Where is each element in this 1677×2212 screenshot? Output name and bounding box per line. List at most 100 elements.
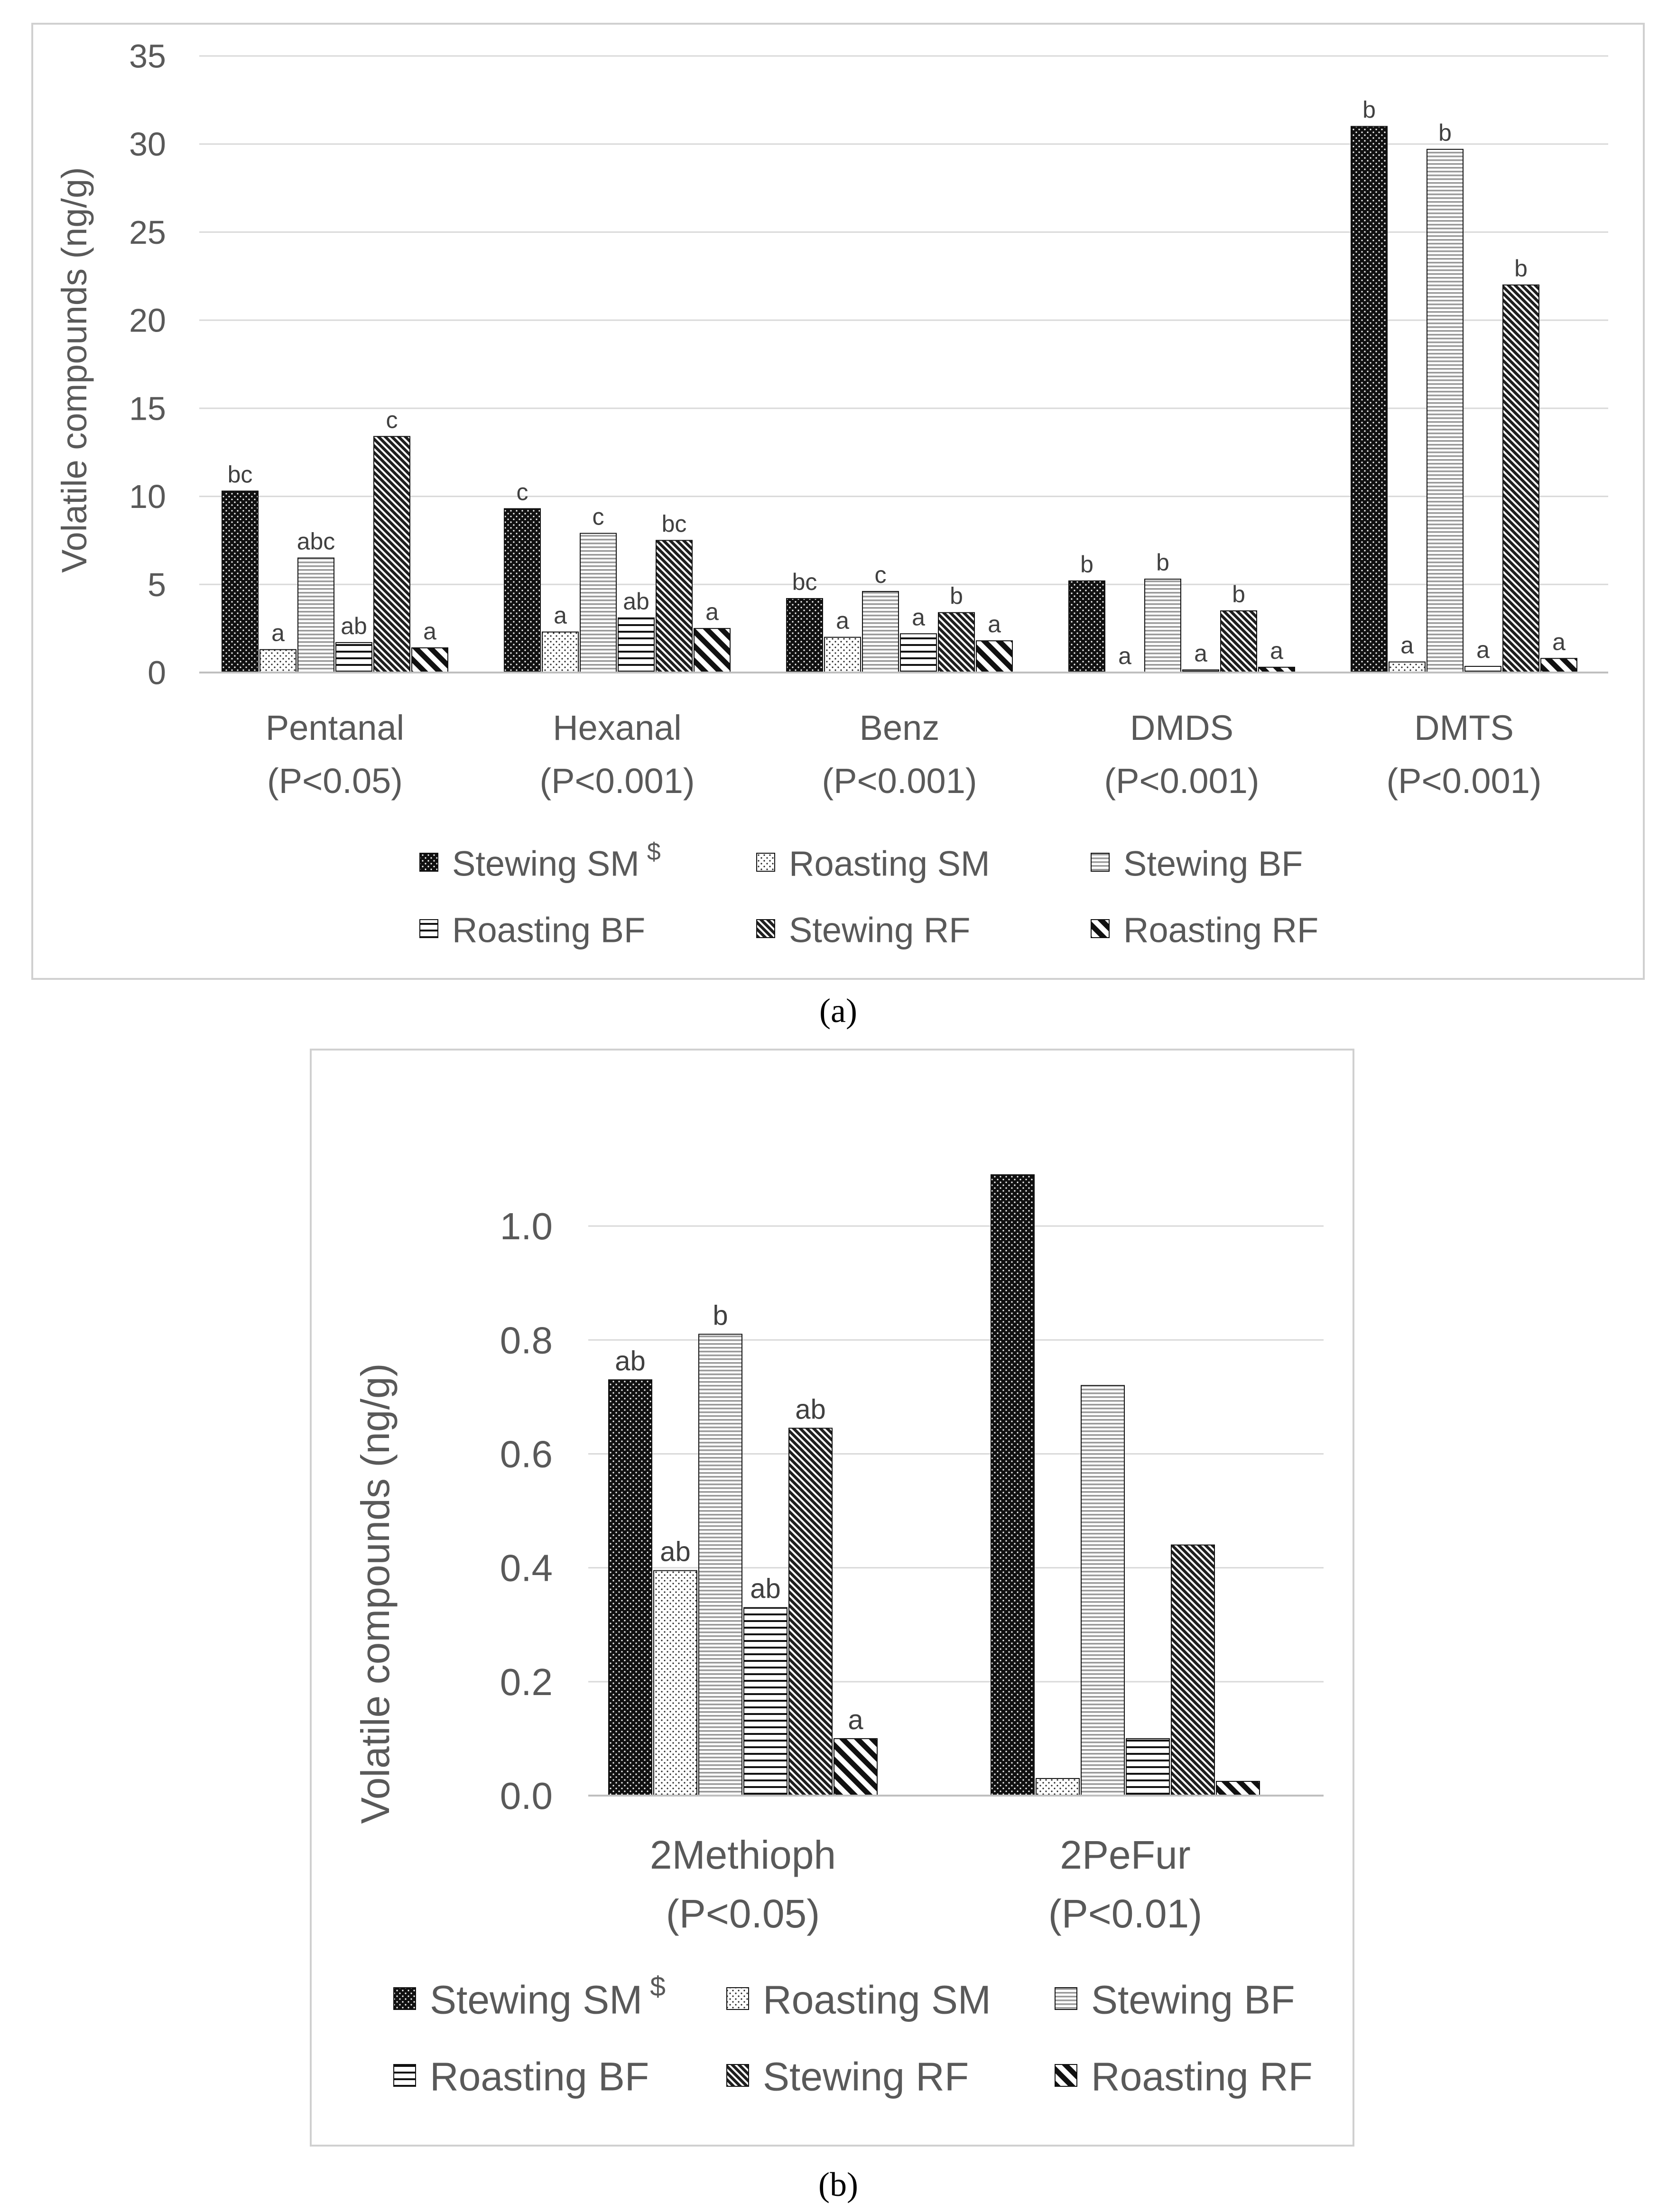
- bar-dmts-stewing-sm: [1351, 126, 1388, 673]
- significance-letter: b: [713, 1300, 728, 1331]
- significance-letter: a: [1270, 637, 1283, 664]
- significance-letter: a: [848, 1705, 863, 1735]
- significance-letter: bc: [662, 510, 687, 537]
- y-tick-label: 35: [129, 38, 166, 75]
- legend-entry-stewing-bf: Stewing BF: [1091, 844, 1303, 883]
- significance-letter: a: [554, 602, 567, 629]
- legend-entry-stewing-rf: Stewing RF: [756, 910, 970, 949]
- panel-a-bars: [222, 126, 1577, 673]
- bar-2pefur-stewing-bf: [1081, 1385, 1125, 1796]
- significance-letter: ab: [750, 1574, 781, 1604]
- bar-2pefur-stewing-sm: [991, 1174, 1035, 1796]
- significance-letter: ab: [795, 1394, 826, 1425]
- legend-entry-stewing-rf: Stewing RF: [726, 2055, 969, 2099]
- bar-dmds-stewing-bf: [1144, 579, 1181, 673]
- category-label: DMTS: [1414, 708, 1514, 747]
- category-label: 2Methioph: [650, 1833, 836, 1877]
- panel-b-bars: [608, 1174, 1260, 1797]
- bar-2methioph-roasting-sm: [653, 1570, 697, 1796]
- bar-2pefur-roasting-sm: [1036, 1778, 1080, 1796]
- legend-swatch: [1091, 853, 1110, 872]
- significance-letter: a: [836, 608, 849, 634]
- bar-hexanal-roasting-rf: [694, 628, 731, 673]
- significance-letter: a: [1118, 643, 1131, 669]
- legend-marker: $: [650, 1971, 666, 2002]
- significance-letter: c: [875, 562, 887, 588]
- legend-entry-stewing-sm: Stewing SM $: [419, 838, 661, 883]
- significance-letter: a: [912, 604, 925, 630]
- bar-dmds-stewing-sm: [1068, 580, 1105, 673]
- legend-label: Stewing BF: [1123, 844, 1303, 883]
- y-tick-label: 0.6: [500, 1433, 553, 1475]
- panel-a-caption: (a): [819, 992, 857, 1030]
- category-p-value: (P<0.001): [1386, 761, 1541, 801]
- legend-label: Roasting SM: [789, 844, 990, 883]
- significance-letter: c: [593, 504, 604, 530]
- legend-label: Stewing RF: [763, 2055, 969, 2099]
- bar-benz-roasting-sm: [824, 636, 861, 673]
- bar-dmds-stewing-rf: [1220, 610, 1257, 673]
- significance-letter: b: [1080, 551, 1093, 578]
- legend-entry-stewing-bf: Stewing BF: [1055, 1978, 1295, 2022]
- bar-dmts-roasting-rf: [1540, 658, 1577, 673]
- bar-benz-stewing-sm: [786, 598, 823, 673]
- y-tick-label: 20: [129, 302, 166, 339]
- category-p-value: (P<0.001): [539, 761, 695, 801]
- legend-swatch: [1055, 1987, 1077, 2010]
- legend-swatch: [1055, 2064, 1077, 2087]
- bar-hexanal-roasting-sm: [542, 631, 579, 673]
- panel-a-border: [31, 23, 1645, 980]
- legend-label: Roasting SM: [763, 1978, 991, 2022]
- y-tick-label: 25: [129, 214, 166, 251]
- legend-label: Roasting RF: [1123, 910, 1318, 949]
- legend-label: Stewing SM $: [430, 1971, 666, 2022]
- legend-label: Stewing SM $: [452, 838, 661, 883]
- significance-letter: ab: [660, 1537, 691, 1567]
- legend-label: Roasting RF: [1091, 2055, 1313, 2099]
- significance-letter: ab: [341, 613, 367, 639]
- legend-swatch: [726, 1987, 749, 2010]
- panel-b-y-ticks: 0.0 0.2 0.4 0.6 0.8 1.0: [500, 1205, 553, 1817]
- significance-letter: c: [517, 479, 528, 506]
- category-p-value: (P<0.05): [666, 1891, 820, 1936]
- significance-letter: a: [1194, 640, 1207, 666]
- bar-pentanal-roasting-sm: [259, 649, 296, 673]
- bar-2methioph-stewing-sm: [608, 1379, 652, 1797]
- legend-swatch: [1091, 919, 1110, 938]
- category-label: Hexanal: [553, 708, 682, 747]
- bar-pentanal-stewing-rf: [373, 436, 410, 673]
- significance-letter: c: [386, 406, 398, 433]
- category-p-value: (P<0.01): [1048, 1891, 1203, 1936]
- bar-hexanal-stewing-bf: [580, 533, 617, 673]
- significance-letter: a: [271, 620, 285, 646]
- panel-b-category-labels: 2Methioph (P<0.05) 2PeFur (P<0.01): [650, 1833, 1202, 1936]
- bar-hexanal-stewing-rf: [656, 540, 693, 673]
- bar-2methioph-roasting-rf: [834, 1738, 878, 1797]
- legend-swatch: [393, 2064, 416, 2087]
- legend-label: Roasting BF: [430, 2055, 649, 2099]
- significance-letter: b: [950, 583, 963, 609]
- category-label: Benz: [860, 708, 940, 747]
- significance-letter: a: [423, 618, 436, 645]
- bar-dmts-stewing-rf: [1502, 284, 1539, 673]
- significance-letter: bc: [792, 569, 817, 595]
- y-tick-label: 5: [148, 566, 166, 603]
- legend-entry-roasting-bf: Roasting BF: [393, 2055, 649, 2099]
- category-p-value: (P<0.001): [822, 761, 977, 801]
- legend-swatch: [756, 853, 775, 872]
- significance-letter: b: [1362, 97, 1376, 123]
- legend-marker: $: [647, 838, 661, 865]
- y-tick-label: 0: [148, 654, 166, 691]
- panel-b-legend: Stewing SM $ Roasting SM Stewing BF Roasting…: [393, 1971, 1313, 2099]
- significance-letter: b: [1232, 581, 1245, 608]
- y-tick-label: 10: [129, 478, 166, 515]
- panel-a: 0 5 10 15 20 25 30 35 Volatile compounds (ng/g)…: [31, 23, 1645, 980]
- category-label: 2PeFur: [1060, 1833, 1190, 1877]
- y-tick-label: 30: [129, 126, 166, 163]
- bar-hexanal-roasting-bf: [618, 617, 655, 673]
- significance-letter: a: [705, 599, 719, 625]
- significance-letter: b: [1156, 549, 1169, 576]
- bar-pentanal-stewing-bf: [297, 557, 334, 673]
